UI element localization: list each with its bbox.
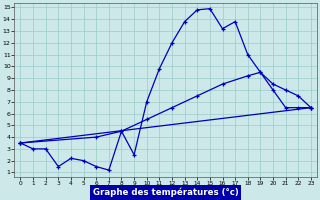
X-axis label: Graphe des températures (°c): Graphe des températures (°c) [93,188,238,197]
